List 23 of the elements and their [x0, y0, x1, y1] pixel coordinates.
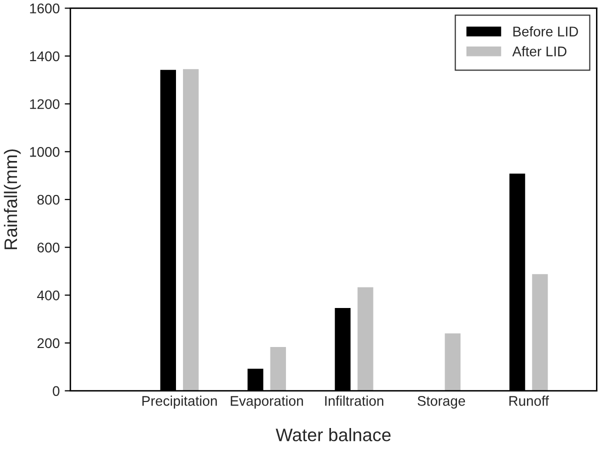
y-tick-label: 600 — [38, 242, 60, 252]
y-tick-label: 1600 — [30, 4, 60, 14]
bar — [444, 333, 461, 391]
y-tick-label: 0 — [52, 386, 60, 396]
legend-label: Before LID — [513, 26, 578, 36]
y-axis-title: Rainfall(mm) — [4, 149, 21, 250]
bar — [358, 287, 374, 391]
y-tick-label: 200 — [37, 338, 60, 348]
bar — [532, 274, 548, 391]
x-tick-label: Evaporation — [230, 396, 303, 409]
y-tick-label: 1400 — [30, 51, 60, 62]
x-axis-title: Water balnace — [276, 428, 391, 442]
y-tick-label: 1200 — [30, 99, 60, 110]
y-tick-label: 800 — [37, 194, 60, 205]
legend-label: After LID — [512, 46, 566, 56]
x-tick-label: Infiltration — [325, 396, 384, 406]
bar — [182, 69, 199, 391]
y-tick-label: 1000 — [30, 147, 60, 157]
x-tick-label: Runoff — [509, 396, 549, 406]
y-tick-label: 400 — [37, 290, 60, 300]
x-tick-label: Storage — [418, 396, 466, 409]
x-tick-label: Precipitation — [142, 396, 217, 409]
bar — [270, 347, 286, 391]
